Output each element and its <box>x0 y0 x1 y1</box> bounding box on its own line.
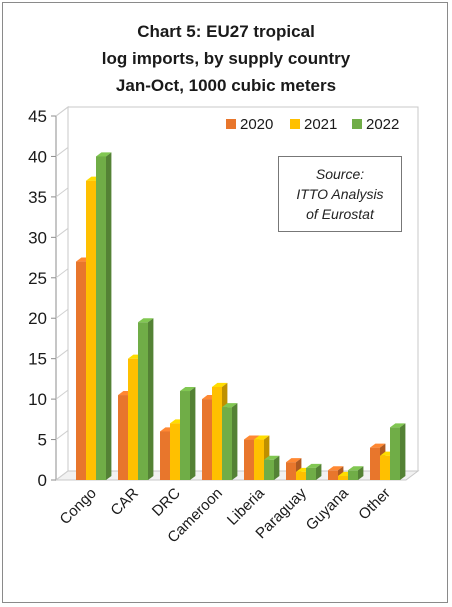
bar-front <box>338 475 348 480</box>
bar-front <box>296 471 306 480</box>
bar-front <box>370 447 380 480</box>
bar-side <box>232 403 238 480</box>
y-tick-depth <box>55 147 69 157</box>
bar-top <box>306 463 322 468</box>
bar-other-2022 <box>390 423 406 480</box>
bar-front <box>306 467 316 480</box>
bar-front <box>138 322 148 480</box>
bar-congo-2022 <box>96 152 112 480</box>
bar-top <box>390 423 406 428</box>
bar-top <box>180 386 196 392</box>
bar-top <box>348 466 364 471</box>
bar-side <box>190 386 196 480</box>
bar-paraguay-2022 <box>306 463 322 480</box>
source-line-2: ITTO Analysis <box>296 186 384 202</box>
y-tick-depth <box>55 308 69 319</box>
bar-front <box>170 423 180 480</box>
bar-front <box>348 470 358 480</box>
bar-drc-2022 <box>180 386 196 480</box>
bar-side <box>274 455 280 480</box>
bar-front <box>128 358 138 480</box>
bar-front <box>180 391 190 480</box>
x-tick-label: CAR <box>107 485 142 520</box>
bar-side <box>400 423 406 480</box>
legend-swatch-2020 <box>226 119 236 129</box>
x-tick-label: Congo <box>57 485 100 528</box>
bar-front <box>244 439 254 480</box>
bar-guyana-2022 <box>348 466 364 480</box>
x-tick-label: Guyana <box>303 484 353 534</box>
bar-top <box>138 318 154 323</box>
y-tick-label: 45 <box>28 107 47 126</box>
y-tick-depth <box>55 389 69 400</box>
bar-front <box>96 156 106 480</box>
y-tick-label: 25 <box>28 269 47 288</box>
source-annotation: Source: ITTO Analysis of Eurostat <box>278 156 402 232</box>
bar-side <box>106 152 112 480</box>
bar-front <box>212 386 222 480</box>
chart-title-line-3: Jan-Oct, 1000 cubic meters <box>115 76 337 95</box>
bar-front <box>264 459 274 480</box>
y-tick-label: 40 <box>28 147 47 166</box>
bar-front <box>86 180 96 480</box>
bar-top <box>244 435 260 440</box>
bar-front <box>76 261 86 480</box>
bar-cameroon-2022 <box>222 403 238 480</box>
source-line-1: Source: <box>315 166 365 182</box>
y-tick-label: 0 <box>38 471 47 490</box>
bar-top <box>212 382 228 387</box>
y-tick-depth <box>55 227 69 238</box>
y-tick-depth <box>55 106 69 117</box>
bar-front <box>202 399 212 480</box>
y-tick-depth <box>55 349 69 360</box>
bar-top <box>370 443 386 448</box>
legend-label-2022: 2022 <box>366 116 399 133</box>
legend-swatch-2021 <box>290 119 300 129</box>
y-tick-depth <box>55 268 69 279</box>
y-tick-label: 10 <box>28 390 47 409</box>
y-tick-depth <box>55 470 69 481</box>
x-tick-label: DRC <box>149 485 184 520</box>
y-tick-depth <box>55 187 69 198</box>
x-tick-label: Other <box>355 485 394 524</box>
bar-top <box>254 435 270 440</box>
bar-front <box>328 470 338 480</box>
bar-car-2022 <box>138 318 154 480</box>
legend-swatch-2022 <box>352 119 362 129</box>
bar-front <box>390 427 400 480</box>
y-tick-depth <box>55 430 69 440</box>
source-line-3: of Eurostat <box>306 206 374 222</box>
bar-front <box>254 439 264 480</box>
bar-front <box>222 407 232 480</box>
bar-side <box>148 318 154 480</box>
y-tick-label: 35 <box>28 188 47 207</box>
chart-title-line-1: Chart 5: EU27 tropical <box>137 22 315 41</box>
y-tick-label: 15 <box>28 350 47 369</box>
bar-side <box>358 466 364 480</box>
side-wall <box>55 106 69 481</box>
chart-title-line-2: log imports, by supply country <box>101 49 351 68</box>
bar-top <box>286 458 302 463</box>
bar-front <box>160 431 170 480</box>
bar-top <box>264 455 280 460</box>
legend-label-2021: 2021 <box>304 116 337 133</box>
y-tick-label: 20 <box>28 309 47 328</box>
bar-front <box>118 395 128 480</box>
legend-label-2020: 2020 <box>240 116 273 133</box>
bar-liberia-2022 <box>264 455 280 480</box>
y-tick-label: 30 <box>28 228 47 247</box>
bar-top <box>328 466 344 471</box>
y-tick-label: 5 <box>38 431 47 450</box>
bar-top <box>96 152 112 157</box>
bar-front <box>286 462 296 480</box>
bar-side <box>316 463 322 480</box>
bar-front <box>380 455 390 480</box>
bar-top <box>222 403 238 408</box>
